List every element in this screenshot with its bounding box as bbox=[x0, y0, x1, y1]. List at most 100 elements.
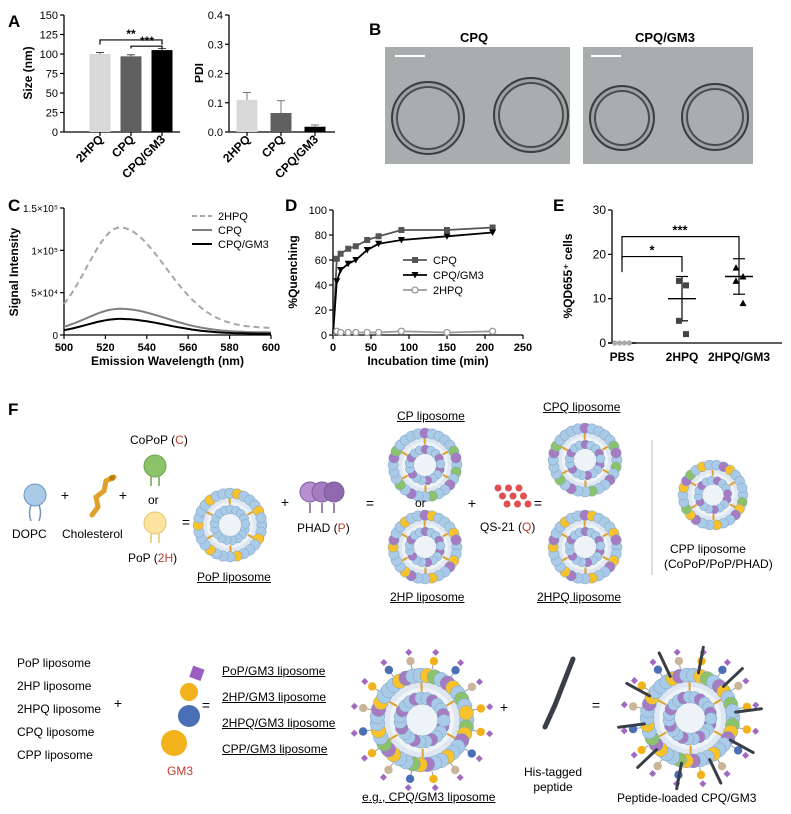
gm3-sugar bbox=[734, 681, 743, 691]
data-point bbox=[676, 277, 682, 284]
panel-label-c: C bbox=[8, 196, 21, 215]
qs21-atom bbox=[524, 500, 532, 508]
gm3-sialic bbox=[380, 658, 388, 667]
data-point bbox=[374, 328, 383, 337]
gm3-sialic bbox=[649, 658, 657, 666]
cholesterol-mark bbox=[561, 556, 569, 562]
scale-bar bbox=[395, 55, 425, 57]
y-tick-label: 150 bbox=[40, 10, 58, 22]
peptide-strand bbox=[734, 707, 763, 714]
data-point bbox=[444, 227, 450, 233]
gm3-sugar bbox=[180, 683, 198, 701]
gm3-sugar bbox=[358, 703, 368, 713]
peptide-strand bbox=[728, 738, 755, 755]
tem-title-cpq-gm3: CPQ/GM3 bbox=[635, 30, 695, 45]
data-point bbox=[489, 224, 496, 231]
qs21-atom bbox=[520, 492, 527, 500]
gm3-sialic bbox=[379, 773, 387, 781]
gm3-sugar bbox=[717, 762, 727, 771]
cholesterol-mark bbox=[442, 473, 449, 479]
equals-sign: = bbox=[202, 697, 210, 713]
x-tick-label: 2HPQ bbox=[73, 132, 106, 165]
data-point bbox=[337, 250, 344, 257]
panel-label-d: D bbox=[285, 196, 298, 215]
peptide-strand bbox=[708, 758, 723, 785]
cholesterol-mark bbox=[690, 504, 698, 509]
gm3-sialic bbox=[404, 784, 412, 792]
phad-label: PHAD (P) bbox=[297, 521, 350, 535]
cholesterol-mark bbox=[206, 534, 214, 540]
gm3-sialic bbox=[649, 770, 657, 778]
data-point bbox=[344, 328, 352, 337]
peptide-strand bbox=[675, 761, 684, 791]
series-line bbox=[332, 231, 493, 336]
data-point bbox=[739, 299, 747, 307]
or-label: or bbox=[148, 493, 159, 507]
significance-bracket bbox=[621, 255, 683, 273]
liposome-circle bbox=[589, 85, 655, 151]
y-tick-label: 20 bbox=[315, 305, 327, 317]
list-item: 2HPQ/GM3 liposome bbox=[222, 716, 336, 730]
cholesterol-mark bbox=[206, 511, 213, 516]
panel-label-e: E bbox=[553, 196, 565, 215]
list-item: 2HP/GM3 liposome bbox=[222, 690, 327, 704]
scale-bar bbox=[591, 55, 621, 57]
equals-sign: = bbox=[534, 495, 542, 511]
copop-head bbox=[143, 454, 167, 478]
gm3-sialic bbox=[620, 701, 628, 709]
gm3-sialic bbox=[456, 773, 464, 782]
x-tick-label: 50 bbox=[365, 342, 377, 354]
qs21-atom bbox=[515, 484, 523, 492]
y-tick-label: 80 bbox=[315, 230, 327, 242]
lipid-head bbox=[435, 541, 446, 551]
x-tick-label: 540 bbox=[138, 342, 156, 354]
gm3-sugar bbox=[467, 682, 477, 692]
gm3-sialic bbox=[723, 770, 731, 778]
gm3-sialic bbox=[361, 677, 369, 685]
liposome-circle bbox=[391, 81, 465, 155]
gm3-sialic bbox=[431, 784, 439, 792]
plus-sign: + bbox=[119, 487, 127, 503]
x-tick-label: 100 bbox=[400, 342, 418, 354]
pop-tails bbox=[150, 534, 160, 543]
significance-label: * bbox=[649, 243, 655, 258]
copop-label: CoPoP (C) bbox=[130, 433, 188, 447]
cholesterol-mark bbox=[446, 700, 455, 707]
significance-bracket bbox=[99, 39, 163, 45]
qs21-atom bbox=[514, 500, 521, 508]
y-tick-label: 60 bbox=[315, 255, 327, 267]
data-point bbox=[364, 237, 371, 243]
significance-bracket bbox=[621, 236, 740, 259]
significance-label: *** bbox=[672, 223, 688, 238]
y-axis-label: PDI bbox=[195, 63, 206, 83]
data-point bbox=[676, 317, 682, 324]
data-point bbox=[683, 331, 689, 338]
series-line bbox=[63, 226, 272, 329]
y-tick-label: 0.0 bbox=[208, 127, 223, 139]
lipid-head bbox=[595, 541, 606, 551]
lipid-head bbox=[610, 534, 622, 546]
cholesterol-mark bbox=[561, 446, 568, 451]
cholesterol-mark bbox=[602, 532, 609, 538]
dopc-tails bbox=[28, 504, 42, 522]
cholesterol-mark bbox=[442, 555, 449, 561]
gm3-sugar bbox=[451, 666, 460, 675]
data-point bbox=[443, 328, 451, 337]
gm3-sugar bbox=[384, 765, 393, 774]
liposome-list: PoP liposome 2HP liposome 2HPQ liposome … bbox=[17, 652, 101, 767]
data-point bbox=[375, 240, 383, 248]
eg-cpq-gm3-label: e.g., CPQ/GM3 liposome bbox=[362, 790, 496, 804]
cpp-composition-label: (CoPoP/PoP/PHAD) bbox=[664, 557, 773, 571]
data-point bbox=[739, 273, 747, 280]
phad-head bbox=[323, 481, 345, 503]
y-axis-label: %QD655⁺ cells bbox=[561, 233, 575, 318]
gm3-sugar bbox=[476, 704, 486, 713]
phad-tails bbox=[309, 503, 335, 513]
plus-sign: + bbox=[61, 487, 69, 503]
bar bbox=[89, 54, 111, 132]
liposome-circle bbox=[493, 77, 569, 153]
gm3-label: GM3 bbox=[167, 764, 194, 778]
his-tag-label-1: His-tagged bbox=[523, 765, 583, 779]
qs21-atom bbox=[503, 500, 511, 508]
